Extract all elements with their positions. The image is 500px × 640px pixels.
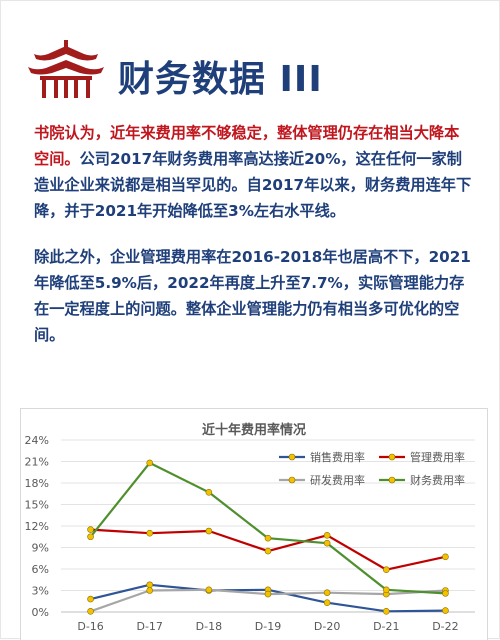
data-point [264, 590, 272, 598]
data-point [442, 553, 449, 561]
legend-marker [288, 476, 296, 484]
x-tick-label: D-21 [373, 620, 399, 633]
y-tick-label: 3% [32, 585, 49, 598]
data-point [264, 534, 272, 542]
legend-marker [388, 453, 396, 461]
page-title: 财务数据 III [118, 59, 323, 100]
y-tick-label: 6% [32, 563, 49, 576]
legend-marker [388, 476, 396, 484]
x-tick-label: D-22 [432, 620, 458, 633]
y-tick-label: 18% [25, 477, 49, 490]
chart-canvas: 近十年费用率情况 0% 3% 6% 9% 12% 15% 18% 21% 24% D-16 D-17 D… [25, 422, 475, 633]
paragraph-2: 除此之外，企业管理费用率在2016-2018年也居高不下，2021年降低至5.9… [34, 248, 471, 344]
y-tick-label: 21% [25, 456, 49, 469]
data-point [382, 586, 390, 594]
data-point [146, 581, 154, 589]
data-point [146, 587, 154, 594]
legend-marker [288, 453, 296, 461]
data-point [146, 459, 154, 467]
x-tick-label: D-19 [255, 620, 281, 633]
data-point [146, 529, 154, 537]
legend-label: 财务费用率 [410, 473, 465, 487]
data-point [205, 527, 213, 535]
data-point [442, 590, 449, 597]
data-point [323, 532, 331, 539]
x-tick-label: D-18 [196, 620, 222, 633]
paragraph-1-rest: 公司2017年财务费用率高达接近20%，这在任何一家制造业企业来说都是相当罕见的… [34, 150, 472, 220]
y-tick-label: 24% [25, 434, 49, 447]
data-point [87, 533, 94, 541]
expense-rate-chart: 近十年费用率情况 0% 3% 6% 9% 12% 15% 18% 21% 24% D-16 D-17 D… [20, 408, 488, 640]
x-tick-label: D-16 [77, 620, 103, 633]
y-tick-label: 15% [25, 499, 49, 512]
chart-title: 近十年费用率情况 [202, 422, 306, 438]
data-point [323, 599, 331, 606]
data-point [323, 539, 331, 547]
y-tick-label: 9% [32, 542, 49, 555]
data-point [205, 586, 213, 594]
pavilion-logo [28, 40, 104, 98]
legend-label: 管理费用率 [410, 450, 465, 464]
data-point [264, 547, 272, 555]
paragraph-1-lead: 书院认为，近年来费用率不够稳定，整体管理仍存在相当大降本空间。 [34, 124, 460, 168]
y-tick-label: 12% [25, 520, 49, 533]
data-point [442, 607, 449, 614]
paragraph-1: 书院认为，近年来费用率不够稳定，整体管理仍存在相当大降本空间。公司2017年财务… [34, 120, 474, 224]
data-point [87, 595, 94, 603]
x-tick-label: D-20 [314, 620, 340, 633]
data-point [87, 607, 94, 615]
data-point [323, 589, 331, 596]
legend-label: 研发费用率 [310, 473, 365, 487]
data-point [87, 526, 94, 533]
data-point [382, 607, 390, 615]
legend-label: 销售费用率 [310, 450, 365, 464]
y-tick-label: 0% [32, 606, 49, 619]
data-point [205, 489, 213, 496]
x-tick-label: D-17 [136, 620, 162, 633]
data-point [382, 566, 390, 574]
